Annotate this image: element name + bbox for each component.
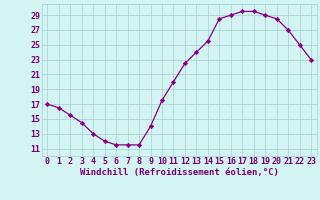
X-axis label: Windchill (Refroidissement éolien,°C): Windchill (Refroidissement éolien,°C) <box>80 168 279 177</box>
